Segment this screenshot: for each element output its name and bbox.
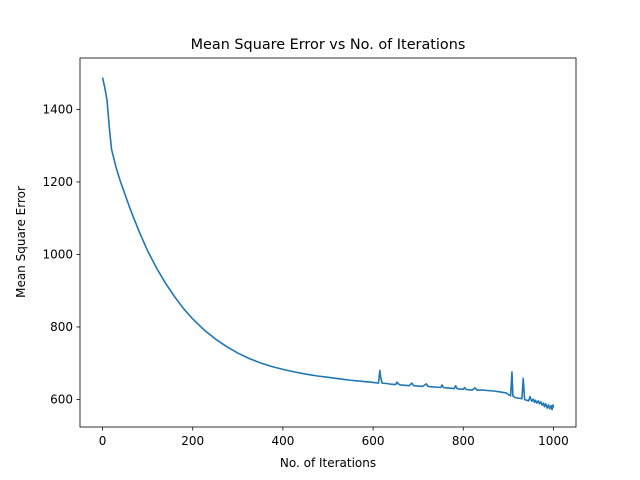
x-axis: 0 200 400 600 800 1000 — [99, 427, 569, 448]
series-line-0 — [101, 77, 555, 411]
series-layer — [101, 77, 555, 411]
plot-frame — [79, 57, 577, 428]
y-tick-label: 600 — [50, 392, 73, 406]
x-tick-label: 400 — [271, 434, 294, 448]
y-tick-label: 1400 — [42, 102, 73, 116]
x-axis-title: No. of Iterations — [280, 456, 376, 470]
plot-area — [80, 58, 576, 427]
y-tick-label: 1000 — [42, 247, 73, 261]
y-axis-title: Mean Square Error — [14, 186, 28, 298]
x-tick-label: 800 — [452, 434, 475, 448]
x-tick-label: 200 — [181, 434, 204, 448]
chart-title: Mean Square Error vs No. of Iterations — [191, 37, 466, 53]
y-axis: 600 800 1000 1200 1400 — [42, 102, 80, 406]
x-tick-label: 600 — [362, 434, 385, 448]
x-tick-label: 1000 — [538, 434, 569, 448]
y-tick-label: 800 — [50, 320, 73, 334]
x-tick-label: 0 — [99, 434, 107, 448]
y-tick-label: 1200 — [42, 175, 73, 189]
